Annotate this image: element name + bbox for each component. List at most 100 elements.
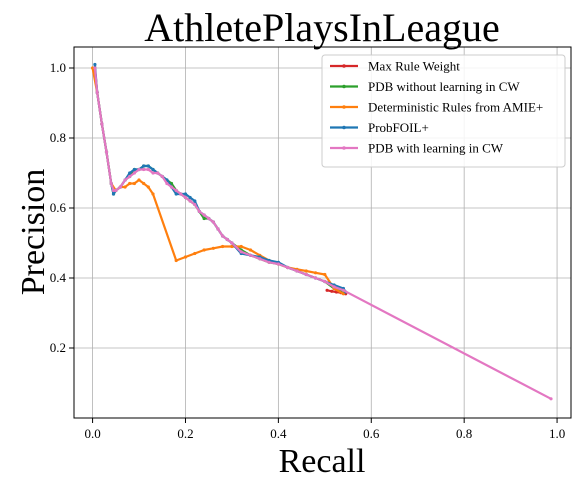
data-point	[132, 167, 136, 172]
data-point	[202, 216, 206, 221]
data-point	[188, 199, 192, 203]
data-point	[248, 253, 253, 257]
series-line	[93, 67, 344, 294]
data-point	[239, 250, 243, 254]
data-point	[295, 269, 299, 273]
data-point	[104, 150, 109, 154]
data-point	[128, 171, 132, 175]
data-point	[332, 285, 336, 289]
data-point	[313, 276, 318, 280]
series-line	[93, 64, 347, 293]
data-point	[146, 167, 150, 172]
data-point	[188, 195, 192, 200]
data-point	[183, 192, 188, 196]
x-axis-label: Recall	[279, 443, 366, 480]
legend-marker	[342, 84, 346, 89]
y-tick-label: 0.6	[50, 200, 67, 215]
data-point	[95, 90, 99, 95]
data-point	[151, 171, 155, 175]
data-point	[230, 244, 234, 249]
data-point	[111, 188, 116, 193]
data-point	[248, 248, 253, 252]
x-tick-label: 0.2	[177, 426, 193, 441]
data-point	[286, 265, 290, 270]
data-point	[325, 288, 329, 292]
legend: Max Rule Weight PDB without learning in C…	[321, 54, 566, 168]
plot-series	[91, 62, 553, 401]
data-point	[165, 181, 169, 186]
data-point	[202, 248, 206, 252]
data-point	[330, 289, 334, 293]
legend-marker	[342, 64, 346, 68]
data-point	[216, 227, 220, 231]
series-3	[93, 62, 348, 294]
data-point	[93, 66, 97, 70]
data-point	[225, 237, 229, 242]
data-point	[128, 181, 132, 186]
data-point	[304, 269, 308, 273]
data-point	[142, 181, 146, 186]
data-point	[128, 174, 132, 179]
data-point	[118, 185, 122, 189]
data-point	[202, 213, 206, 217]
legend-marker	[342, 125, 346, 130]
legend-entry: PDB with learning in CW	[368, 141, 504, 156]
data-point	[221, 244, 225, 249]
data-point	[193, 202, 197, 207]
data-point	[123, 178, 127, 182]
legend-marker	[342, 146, 346, 150]
x-tick-label: 0.4	[270, 426, 287, 441]
data-point	[132, 171, 136, 175]
data-point	[211, 246, 215, 250]
legend-entry: Max Rule Weight	[368, 59, 460, 74]
data-point	[146, 164, 150, 168]
data-point	[239, 244, 243, 249]
data-point	[313, 271, 318, 275]
data-point	[142, 167, 146, 172]
data-point	[258, 257, 262, 261]
data-point	[160, 174, 164, 179]
plot-frame	[73, 46, 572, 419]
data-point	[341, 292, 345, 296]
data-point	[183, 195, 188, 200]
x-tick-label: 1.0	[549, 426, 565, 441]
data-point	[151, 192, 155, 196]
data-point	[114, 188, 118, 193]
data-point	[137, 178, 141, 182]
data-point	[132, 181, 136, 186]
y-tick-label: 0.2	[50, 340, 66, 355]
series-4	[93, 66, 553, 401]
data-point	[323, 279, 327, 284]
data-point	[267, 260, 271, 264]
data-point	[183, 255, 188, 259]
data-point	[109, 181, 113, 186]
data-point	[174, 258, 178, 263]
data-point	[341, 288, 345, 292]
series-2	[91, 66, 345, 296]
data-point	[174, 188, 178, 193]
data-point	[549, 397, 553, 401]
data-point	[304, 272, 308, 277]
data-point	[179, 192, 183, 196]
data-point	[151, 167, 155, 172]
data-point	[146, 185, 150, 189]
y-axis-label: Precision	[15, 169, 52, 296]
data-point	[211, 220, 215, 224]
data-point	[137, 167, 141, 172]
y-tick-label: 0.4	[50, 270, 67, 285]
data-point	[93, 62, 97, 67]
data-point	[111, 192, 116, 196]
data-point	[221, 234, 225, 238]
y-tick-label: 1.0	[50, 60, 66, 75]
series-line	[91, 67, 344, 295]
data-point	[174, 192, 178, 196]
legend-entry: Deterministic Rules from AMIE+	[368, 100, 543, 115]
chart-title: AthletePlaysInLeague	[144, 5, 499, 50]
legend-entry: PDB without learning in CW	[368, 79, 520, 94]
data-point	[323, 272, 327, 277]
data-point	[193, 251, 197, 256]
data-point	[207, 216, 211, 221]
legend-box	[321, 54, 566, 168]
legend-entry: ProbFOIL+	[368, 120, 429, 135]
